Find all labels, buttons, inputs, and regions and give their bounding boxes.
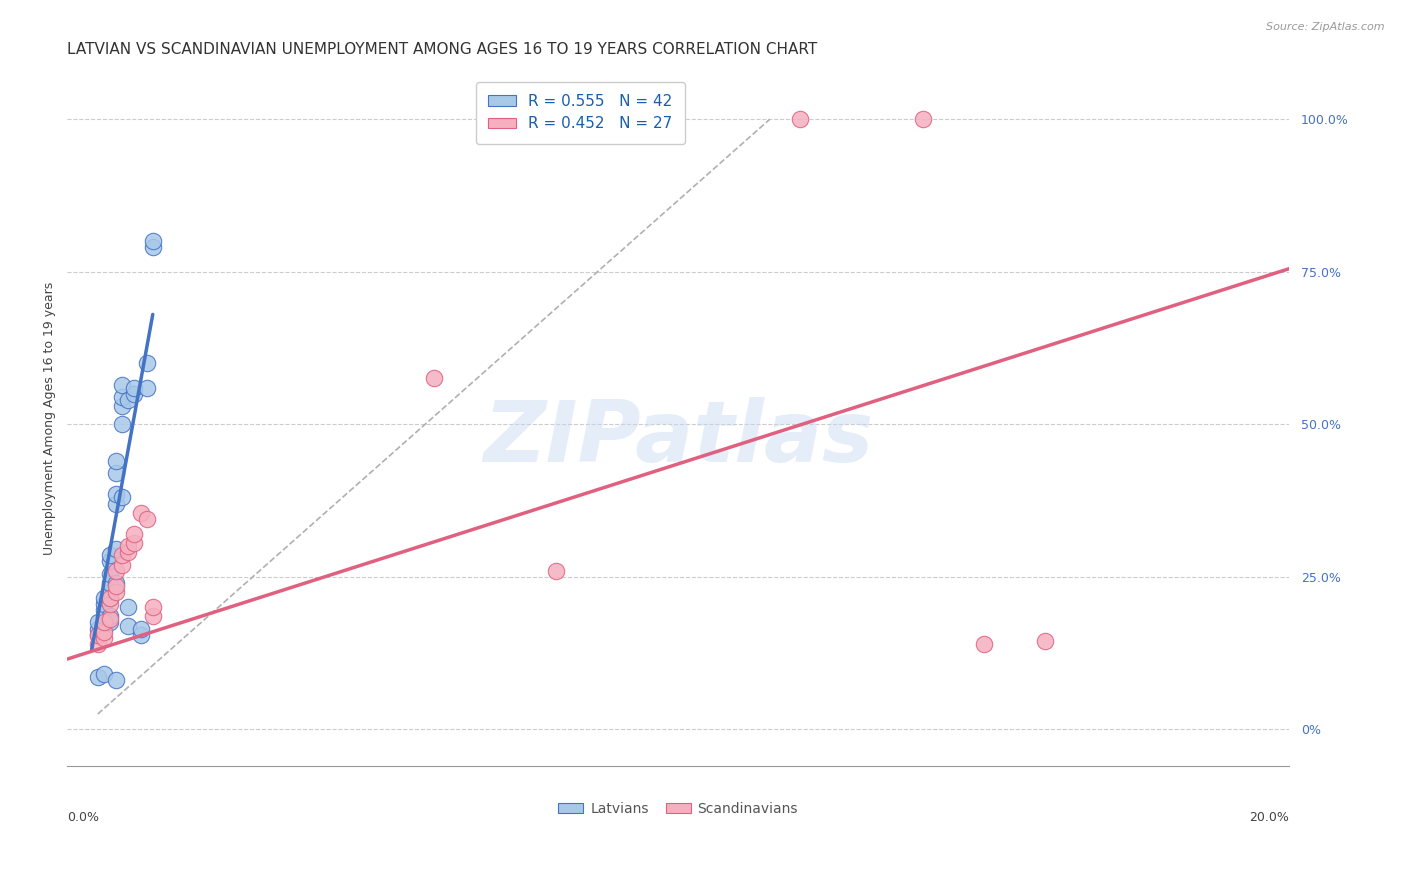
Point bbox=[105, 564, 128, 578]
Point bbox=[124, 527, 146, 541]
Point bbox=[105, 496, 128, 510]
Point bbox=[93, 615, 115, 630]
Point bbox=[98, 609, 121, 624]
Y-axis label: Unemployment Among Ages 16 to 19 years: Unemployment Among Ages 16 to 19 years bbox=[44, 282, 56, 555]
Point bbox=[93, 591, 115, 605]
Point bbox=[93, 597, 115, 611]
Text: 0.0%: 0.0% bbox=[67, 811, 100, 824]
Point bbox=[87, 670, 110, 684]
Point bbox=[98, 566, 121, 581]
Point bbox=[105, 487, 128, 501]
Point bbox=[98, 612, 121, 626]
Point bbox=[87, 622, 110, 636]
Point bbox=[111, 399, 134, 413]
Legend: Latvians, Scandinavians: Latvians, Scandinavians bbox=[553, 797, 803, 822]
Point bbox=[789, 112, 811, 127]
Point bbox=[93, 603, 115, 617]
Text: LATVIAN VS SCANDINAVIAN UNEMPLOYMENT AMONG AGES 16 TO 19 YEARS CORRELATION CHART: LATVIAN VS SCANDINAVIAN UNEMPLOYMENT AMO… bbox=[67, 42, 817, 57]
Point bbox=[105, 579, 128, 593]
Point bbox=[129, 622, 152, 636]
Point bbox=[117, 539, 139, 553]
Point bbox=[129, 628, 152, 642]
Point bbox=[1033, 633, 1056, 648]
Point bbox=[98, 615, 121, 630]
Text: 20.0%: 20.0% bbox=[1250, 811, 1289, 824]
Point bbox=[105, 673, 128, 688]
Point bbox=[98, 591, 121, 605]
Point bbox=[142, 240, 165, 254]
Point bbox=[87, 628, 110, 642]
Point bbox=[135, 381, 157, 395]
Point bbox=[93, 624, 115, 639]
Point bbox=[105, 575, 128, 590]
Point bbox=[124, 536, 146, 550]
Point bbox=[911, 112, 934, 127]
Point bbox=[87, 628, 110, 642]
Point bbox=[111, 417, 134, 432]
Point bbox=[98, 597, 121, 611]
Point bbox=[98, 554, 121, 568]
Point bbox=[111, 377, 134, 392]
Point bbox=[544, 564, 567, 578]
Point bbox=[142, 609, 165, 624]
Text: ZIPatlas: ZIPatlas bbox=[484, 398, 873, 481]
Point bbox=[423, 371, 446, 385]
Point bbox=[117, 618, 139, 632]
Point bbox=[93, 609, 115, 624]
Point bbox=[111, 491, 134, 505]
Point bbox=[98, 575, 121, 590]
Point bbox=[93, 622, 115, 636]
Point bbox=[117, 545, 139, 559]
Point bbox=[105, 585, 128, 599]
Point bbox=[105, 542, 128, 557]
Point bbox=[117, 392, 139, 407]
Point bbox=[87, 637, 110, 651]
Point bbox=[98, 549, 121, 563]
Point bbox=[129, 506, 152, 520]
Point bbox=[105, 466, 128, 480]
Point bbox=[973, 637, 995, 651]
Point bbox=[93, 615, 115, 630]
Point bbox=[93, 667, 115, 681]
Point bbox=[98, 591, 121, 605]
Point bbox=[135, 356, 157, 370]
Point bbox=[117, 600, 139, 615]
Text: Source: ZipAtlas.com: Source: ZipAtlas.com bbox=[1267, 22, 1385, 32]
Point bbox=[142, 234, 165, 248]
Point bbox=[135, 512, 157, 526]
Point bbox=[111, 390, 134, 404]
Point bbox=[124, 386, 146, 401]
Point bbox=[87, 615, 110, 630]
Point bbox=[93, 631, 115, 645]
Point bbox=[124, 381, 146, 395]
Point bbox=[105, 454, 128, 468]
Point bbox=[98, 585, 121, 599]
Point bbox=[111, 549, 134, 563]
Point bbox=[111, 558, 134, 572]
Point bbox=[142, 600, 165, 615]
